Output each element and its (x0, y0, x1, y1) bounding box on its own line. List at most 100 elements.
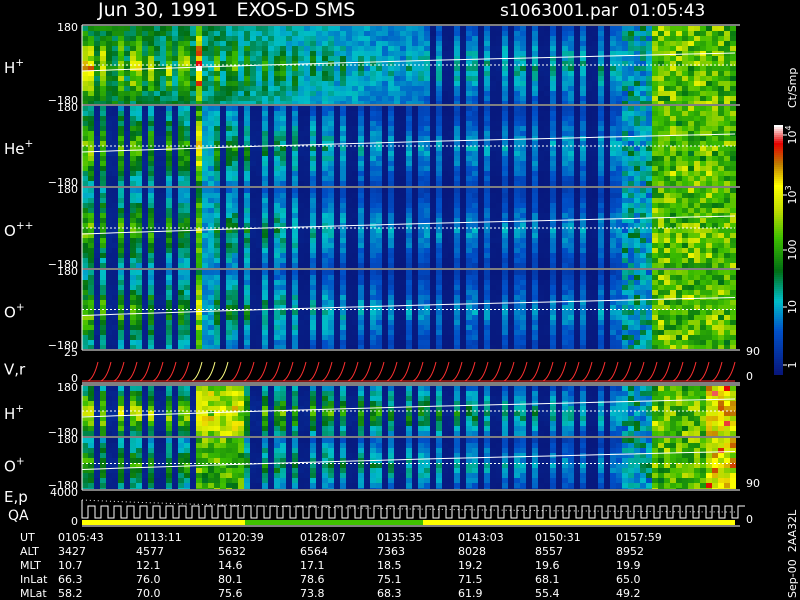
spectrogram-cell (544, 86, 550, 91)
spectrogram-cell (238, 171, 244, 176)
spectrogram-cell (244, 243, 250, 248)
spectrogram-cell (622, 171, 628, 176)
spectrogram-cell (148, 36, 154, 41)
spectrogram-cell (556, 146, 562, 151)
spectrogram-cell (340, 171, 346, 176)
spectrogram-cell (112, 198, 118, 203)
spectrogram-cell (676, 96, 682, 101)
spectrogram-cell (514, 31, 520, 36)
spectrogram-cell (424, 96, 430, 101)
spectrogram-cell (568, 223, 574, 228)
spectrogram-cell (454, 238, 460, 243)
spectrogram-cell (490, 253, 496, 258)
spectrogram-cell (256, 121, 262, 126)
spectrogram-cell (652, 161, 658, 166)
spectrogram-cell (502, 101, 508, 104)
spectrogram-cell (190, 233, 196, 238)
spectrogram-cell (466, 106, 472, 111)
spectrogram-cell (82, 111, 88, 116)
spectrogram-cell (616, 263, 622, 268)
spectrogram-cell (208, 248, 214, 253)
spectrogram-cell (142, 126, 148, 131)
spectrogram-cell (352, 76, 358, 81)
spectrogram-cell (280, 213, 286, 218)
spectrogram-cell (472, 101, 478, 104)
spectrogram-cell (190, 26, 196, 31)
spectrogram-cell (112, 126, 118, 131)
spectrogram-cell (154, 203, 160, 208)
spectrogram-cell (346, 56, 352, 61)
spectrogram-cell (172, 31, 178, 36)
spectrogram-cell (100, 86, 106, 91)
spectrogram-cell (316, 41, 322, 46)
spectrogram-cell (466, 41, 472, 46)
spectrogram-cell (460, 141, 466, 146)
spectrogram-cell (250, 243, 256, 248)
spectrogram-cell (520, 111, 526, 116)
spectrogram-cell (634, 243, 640, 248)
spectrogram-cell (598, 181, 604, 186)
spectrogram-cell (160, 243, 166, 248)
spectrogram-cell (730, 121, 736, 126)
spectrogram-cell (538, 263, 544, 268)
spectrogram-cell (286, 26, 292, 31)
spectrogram-cell (334, 258, 340, 263)
spectrogram-cell (316, 161, 322, 166)
spectrogram-cell (430, 193, 436, 198)
spectrogram-cell (496, 223, 502, 228)
spectrogram-cell (562, 228, 568, 233)
spectrogram-cell (580, 203, 586, 208)
spectrogram-cell (478, 96, 484, 101)
spectrogram-cell (490, 181, 496, 186)
spectrogram-cell (544, 223, 550, 228)
spectrogram-cell (670, 181, 676, 186)
spectrogram-cell (178, 181, 184, 186)
spectrogram-cell (412, 86, 418, 91)
spectrogram-cell (358, 238, 364, 243)
spectrogram-cell (496, 96, 502, 101)
spectrogram-cell (100, 208, 106, 213)
spectrogram-cell (262, 253, 268, 258)
spectrogram-cell (190, 258, 196, 263)
spectrogram-cell (232, 248, 238, 253)
spectrogram-cell (592, 258, 598, 263)
spectrogram-cell (490, 198, 496, 203)
spectrogram-cell (502, 136, 508, 141)
spectrogram-cell (148, 243, 154, 248)
spectrogram-cell (640, 258, 646, 263)
spectrogram-cell (130, 41, 136, 46)
spectrogram-cell (370, 91, 376, 96)
spectrogram-cell (604, 76, 610, 81)
spectrogram-cell (616, 253, 622, 258)
spectrogram-cell (136, 253, 142, 258)
spectrogram-cell (562, 71, 568, 76)
spectrogram-cell (484, 218, 490, 223)
spectrogram-cell (682, 146, 688, 151)
spectrogram-cell (460, 136, 466, 141)
spectrogram-cell (400, 41, 406, 46)
spectrogram-cell (412, 253, 418, 258)
spectrogram-cell (682, 31, 688, 36)
spectrogram-cell (160, 248, 166, 253)
spectrogram-cell (682, 181, 688, 186)
spectrogram-cell (130, 106, 136, 111)
spectrogram-cell (616, 228, 622, 233)
spectrogram-cell (268, 203, 274, 208)
spectrogram-cell (688, 81, 694, 86)
spectrogram-cell (184, 223, 190, 228)
spectrogram-cell (694, 126, 700, 131)
spectrogram-cell (634, 91, 640, 96)
spectrogram-cell (166, 96, 172, 101)
spectrogram-cell (316, 101, 322, 104)
spectrogram-cell (298, 198, 304, 203)
spectrogram-cell (556, 111, 562, 116)
spectrogram-cell (226, 66, 232, 71)
spectrogram-cell (136, 258, 142, 263)
spectrogram-cell (406, 41, 412, 46)
spectrogram-cell (706, 41, 712, 46)
spectrogram-cell (172, 166, 178, 171)
spectrogram-cell (214, 233, 220, 238)
spectrogram-cell (484, 71, 490, 76)
spectrogram-cell (532, 56, 538, 61)
spectrogram-cell (94, 136, 100, 141)
